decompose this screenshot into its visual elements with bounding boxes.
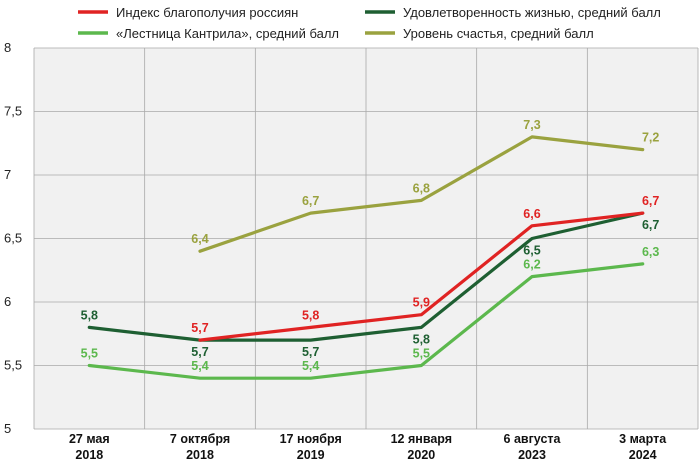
legend-label: «Лестница Кантрила», средний балл — [116, 26, 339, 41]
data-label: 6,6 — [523, 207, 540, 221]
x-tick-label: 6 августа — [504, 432, 562, 446]
data-label: 5,7 — [302, 345, 319, 359]
legend-label: Индекс благополучия россиян — [116, 5, 298, 20]
y-tick-label: 7,5 — [4, 104, 22, 119]
series-lines — [87, 135, 645, 380]
y-tick-label: 5 — [4, 421, 11, 436]
data-label: 6,8 — [413, 181, 430, 195]
data-label: 7,2 — [642, 131, 659, 145]
data-label: 5,9 — [413, 296, 430, 310]
x-tick-year: 2018 — [75, 448, 103, 462]
x-axis: 27 мая 2018 7 октября 2018 17 ноября 2019 12 я… — [69, 432, 667, 462]
x-tick-label: 17 ноября — [280, 432, 342, 446]
legend-label: Удовлетворенность жизнью, средний балл — [403, 5, 661, 20]
data-label: 5,5 — [413, 347, 430, 361]
data-label: 6,7 — [642, 194, 659, 208]
x-tick-label: 12 января — [391, 432, 452, 446]
x-tick-label: 7 октября — [170, 432, 230, 446]
x-tick-label: 3 марта — [619, 432, 667, 446]
data-label: 6,3 — [642, 245, 659, 259]
data-label: 6,2 — [523, 258, 540, 272]
y-axis: 5 5,5 6 6,5 7 7,5 8 — [4, 40, 22, 436]
x-tick-label: 27 мая — [69, 432, 110, 446]
x-tick-year: 2020 — [407, 448, 435, 462]
data-label: 5,8 — [302, 308, 319, 322]
legend-label: Уровень счастья, средний балл — [403, 26, 594, 41]
x-tick-year: 2023 — [518, 448, 546, 462]
x-tick-year: 2024 — [629, 448, 657, 462]
y-tick-label: 8 — [4, 40, 11, 55]
data-label: 5,4 — [191, 359, 208, 373]
series-line — [87, 211, 645, 342]
y-tick-label: 6 — [4, 294, 11, 309]
data-label: 6,5 — [523, 244, 540, 258]
data-label: 6,4 — [191, 232, 208, 246]
data-label: 5,8 — [413, 332, 430, 346]
grid — [33, 47, 699, 430]
data-label: 5,7 — [191, 321, 208, 335]
data-labels: 5,5 5,4 5,4 5,5 6,2 6,3 6,4 6,7 6,8 7,3 7,2 5,8 5,7 5… — [81, 118, 660, 373]
data-label: 6,7 — [642, 218, 659, 232]
y-tick-label: 7 — [4, 167, 11, 182]
data-label: 5,5 — [81, 347, 98, 361]
data-label: 6,7 — [302, 194, 319, 208]
x-tick-year: 2019 — [297, 448, 325, 462]
data-label: 5,7 — [191, 345, 208, 359]
x-tick-year: 2018 — [186, 448, 214, 462]
series-line — [198, 135, 645, 253]
y-tick-label: 6,5 — [4, 231, 22, 246]
data-label: 7,3 — [523, 118, 540, 132]
legend: Индекс благополучия россиян Удовлетворенн… — [78, 5, 661, 41]
series-line — [198, 211, 645, 342]
series-line — [87, 262, 645, 380]
y-tick-label: 5,5 — [4, 358, 22, 373]
data-label: 5,8 — [81, 308, 98, 322]
data-label: 5,4 — [302, 359, 319, 373]
